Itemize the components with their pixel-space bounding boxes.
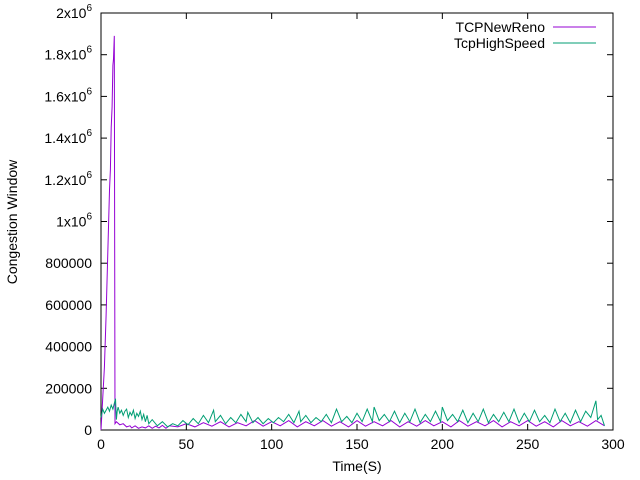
y-tick-label-base: 400000: [45, 339, 92, 355]
y-tick-label-base: 1.6x10: [44, 88, 86, 104]
legend-label: TCPNewReno: [456, 19, 546, 35]
x-tick-label: 100: [260, 436, 284, 452]
y-tick-label: 1x106: [56, 212, 92, 230]
y-tick-label: 400000: [45, 339, 92, 355]
y-tick-label-base: 1.8x10: [44, 47, 86, 63]
y-tick-label: 1.8x106: [44, 45, 92, 63]
y-tick-label: 1.2x106: [44, 170, 92, 188]
x-tick-label: 150: [345, 436, 369, 452]
series-lines: [100, 35, 605, 431]
y-tick-label-exponent: 6: [86, 86, 92, 97]
x-axis-ticks: 0 50 100 150 200 250 300: [97, 13, 625, 452]
y-tick-label-exponent: 6: [86, 170, 92, 181]
x-tick-label: 50: [179, 436, 195, 452]
y-axis-ticks: 02000004000006000008000001x1061.2x1061.4…: [44, 3, 613, 438]
y-tick-label: 1.6x106: [44, 86, 92, 104]
y-tick-label-base: 200000: [45, 380, 92, 396]
y-tick-label-exponent: 6: [86, 212, 92, 223]
x-tick-label: 300: [601, 436, 625, 452]
plot-frame: [100, 12, 614, 431]
y-tick-label: 800000: [45, 255, 92, 271]
y-tick-label-base: 2x10: [56, 5, 87, 21]
y-tick-label-base: 1x10: [56, 214, 87, 230]
y-axis-title: Congestion Window: [4, 159, 20, 284]
y-tick-label-base: 1.2x10: [44, 172, 86, 188]
y-tick-label-exponent: 6: [86, 45, 92, 56]
y-tick-label: 1.4x106: [44, 128, 92, 146]
y-tick-label-exponent: 6: [86, 128, 92, 139]
legend-label: TcpHighSpeed: [454, 35, 545, 51]
x-tick-label: 200: [431, 436, 455, 452]
y-tick-label: 2x106: [56, 3, 92, 21]
x-axis-title: Time(S): [332, 458, 381, 474]
y-tick-label-base: 1.4x10: [44, 130, 86, 146]
y-tick-label-base: 0: [84, 422, 92, 438]
y-tick-label: 200000: [45, 380, 92, 396]
y-tick-label-base: 800000: [45, 255, 92, 271]
y-tick-label: 600000: [45, 297, 92, 313]
y-tick-label-base: 600000: [45, 297, 92, 313]
series-line-tcphighspeed: [100, 398, 605, 428]
y-tick-label-exponent: 6: [86, 3, 92, 14]
x-tick-label: 250: [516, 436, 540, 452]
series-line-tcpnewreno: [100, 35, 605, 431]
x-tick-label: 0: [97, 436, 105, 452]
y-tick-label: 0: [84, 422, 92, 438]
